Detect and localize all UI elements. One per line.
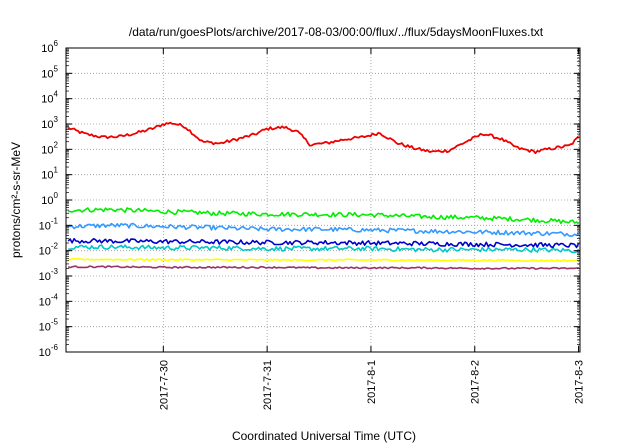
- y-tick-base: 10: [41, 170, 53, 182]
- y-tick-exponent: 3: [54, 115, 59, 124]
- y-tick-base: 10: [41, 68, 53, 80]
- y-tick-label: 10-5: [39, 318, 59, 334]
- grid: [66, 48, 580, 352]
- y-tick-label: 104: [41, 90, 58, 106]
- y-tick-label: 10-4: [39, 292, 59, 308]
- y-tick-label: 101: [41, 166, 58, 182]
- y-tick-base: 10: [39, 296, 51, 308]
- y-tick-label: 10-2: [39, 242, 59, 258]
- series-line: [67, 222, 580, 237]
- series-line: [67, 237, 580, 249]
- y-tick-base: 10: [39, 246, 51, 258]
- y-tick-label: 102: [41, 140, 58, 156]
- y-tick-exponent: -6: [51, 343, 59, 352]
- y-tick-exponent: 5: [54, 64, 59, 73]
- x-axis: 2017-7-30 2017-7-31 2017-8-1 2017-8-2 2017-8…: [158, 48, 586, 410]
- y-tick-label: 103: [41, 115, 58, 131]
- y-tick-base: 10: [39, 347, 51, 359]
- y-tick-exponent: 4: [54, 90, 59, 99]
- x-tick-label: 2017-8-3: [574, 360, 586, 404]
- chart-title: /data/run/goesPlots/archive/2017-08-03/0…: [129, 25, 544, 39]
- series-line: [68, 244, 580, 254]
- y-tick-base: 10: [41, 94, 53, 106]
- series-line: [67, 121, 580, 155]
- y-tick-base: 10: [41, 43, 53, 55]
- y-tick-exponent: 2: [54, 140, 59, 149]
- x-axis-label: Coordinated Universal Time (UTC): [232, 429, 416, 443]
- x-tick-label: 2017-8-2: [470, 360, 482, 404]
- y-tick-label: 10-1: [39, 216, 59, 232]
- x-tick-label: 2017-8-1: [366, 360, 378, 404]
- y-tick-base: 10: [41, 195, 53, 207]
- y-tick-base: 10: [41, 119, 53, 131]
- y-tick-exponent: -4: [51, 292, 59, 301]
- y-tick-exponent: 6: [54, 39, 59, 48]
- plot-frame: [65, 47, 581, 353]
- y-tick-exponent: -2: [51, 242, 59, 251]
- y-tick-exponent: -3: [51, 267, 59, 276]
- y-tick-label: 105: [41, 64, 58, 80]
- y-axis: 10-610-510-410-310-210-11001011021031041…: [39, 39, 580, 359]
- y-tick-label: 100: [41, 191, 58, 207]
- y-tick-base: 10: [39, 220, 51, 232]
- y-tick-exponent: 0: [54, 191, 59, 200]
- series-line: [68, 207, 580, 225]
- y-axis-label: protons/cm²-s-sr-MeV: [9, 142, 23, 258]
- y-tick-exponent: -1: [51, 216, 59, 225]
- series-group: [67, 121, 580, 270]
- y-tick-base: 10: [39, 322, 51, 334]
- series-line: [67, 265, 579, 270]
- y-tick-exponent: -5: [51, 318, 59, 327]
- y-tick-base: 10: [39, 271, 51, 283]
- series-line: [68, 257, 579, 263]
- y-tick-label: 10-3: [39, 267, 59, 283]
- y-tick-label: 106: [41, 39, 58, 55]
- y-tick-base: 10: [41, 144, 53, 156]
- x-tick-label: 2017-7-31: [262, 360, 274, 410]
- y-tick-exponent: 1: [54, 166, 59, 175]
- x-tick-label: 2017-7-30: [158, 360, 170, 410]
- y-tick-label: 10-6: [39, 343, 59, 359]
